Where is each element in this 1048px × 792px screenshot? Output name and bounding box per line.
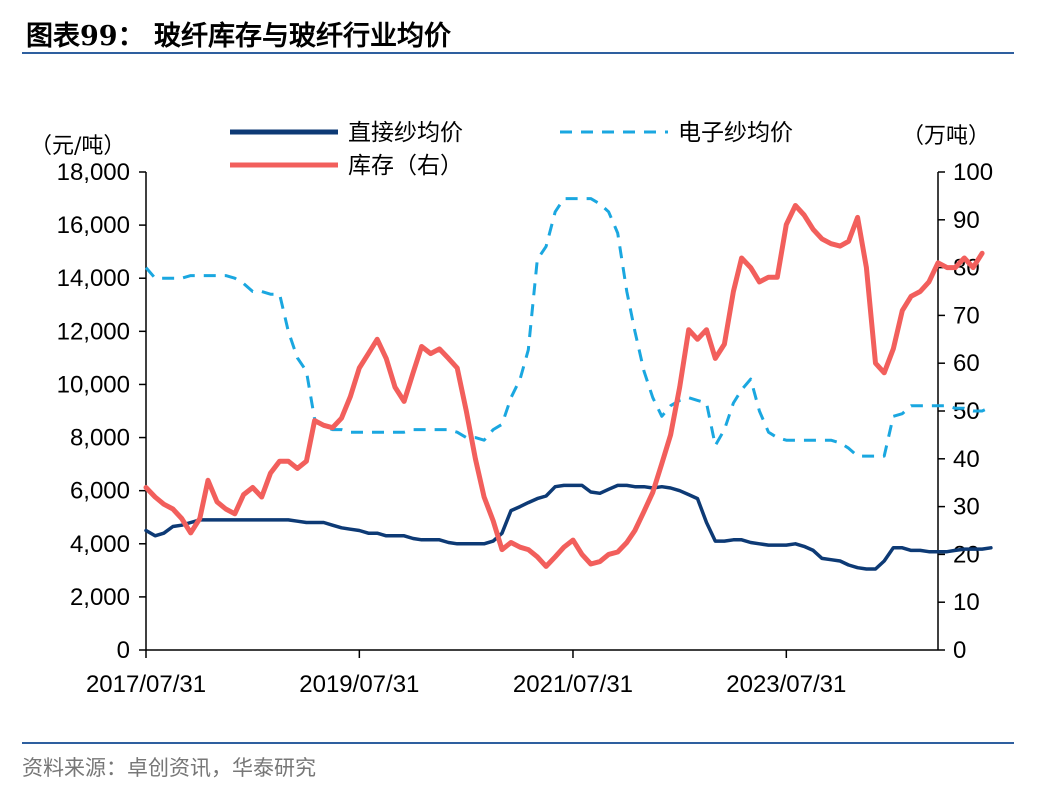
right-tick-label: 20 [953, 541, 980, 568]
left-tick-label: 18,000 [57, 159, 130, 186]
left-tick-label: 2,000 [70, 584, 130, 611]
x-tick-label: 2017/07/31 [86, 671, 206, 698]
series-line-electronic-yarn [144, 197, 992, 458]
right-tick-label: 90 [953, 207, 980, 234]
x-tick-label: 2023/07/31 [726, 671, 846, 698]
legend-label: 电子纱均价 [678, 120, 793, 146]
series-line-inventory [143, 203, 985, 569]
axes: 0 2,000 4,000 6,000 8,000 10,000 12,000 14,000 1… [30, 124, 993, 698]
top-divider [22, 52, 1014, 54]
series-lines [143, 197, 993, 571]
right-tick-label: 10 [953, 589, 980, 616]
source-note: 资料来源：卓创资讯，华泰研究 [22, 756, 316, 780]
right-tick-label: 70 [953, 302, 980, 329]
bottom-divider [22, 742, 1014, 744]
legend-label: 直接纱均价 [348, 120, 463, 146]
left-tick-label: 12,000 [57, 318, 130, 345]
figure-title: 图表99： 玻纤库存与玻纤行业均价 [26, 21, 451, 52]
right-tick-label: 40 [953, 446, 980, 473]
left-tick-label: 6,000 [70, 478, 130, 505]
right-tick-label: 0 [953, 637, 966, 664]
x-tick-label: 2019/07/31 [299, 671, 419, 698]
left-tick-label: 16,000 [57, 212, 130, 239]
right-tick-label: 30 [953, 494, 980, 521]
x-tick-label: 2021/07/31 [513, 671, 633, 698]
right-tick-label: 100 [953, 159, 993, 186]
right-tick-label: 60 [953, 350, 980, 377]
series-line-direct-yarn [144, 483, 993, 571]
left-tick-label: 4,000 [70, 531, 130, 558]
right-axis-unit: （万吨） [902, 124, 990, 149]
left-axis-unit: （元/吨） [30, 134, 125, 159]
legend-label: 库存（右） [348, 153, 463, 179]
left-tick-label: 0 [117, 637, 130, 664]
left-tick-label: 14,000 [57, 265, 130, 292]
left-tick-label: 10,000 [57, 371, 130, 398]
left-tick-label: 8,000 [70, 425, 130, 452]
